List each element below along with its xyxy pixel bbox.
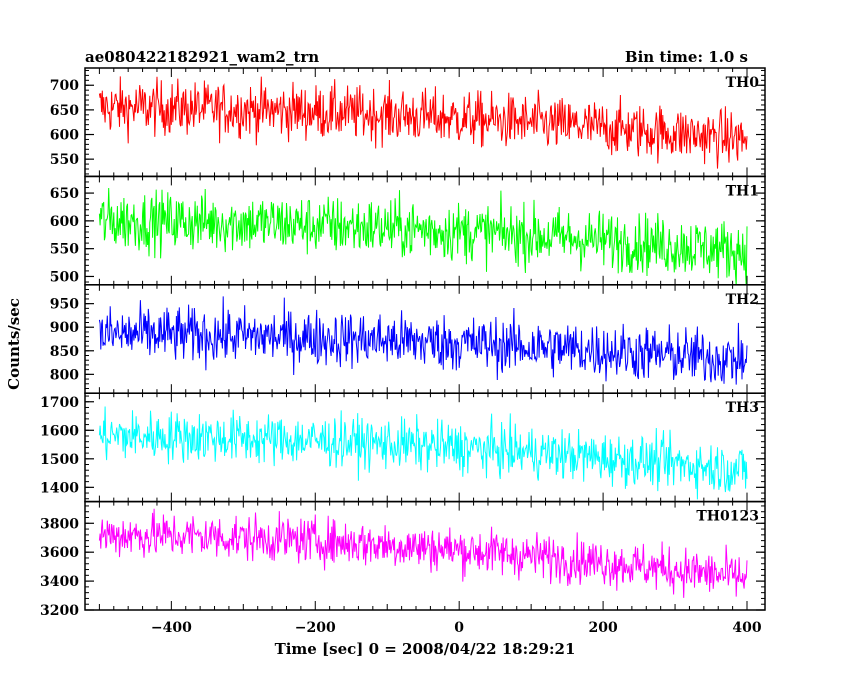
y-tick-label: 900 (50, 320, 79, 336)
panel-label-th1: TH1 (726, 183, 759, 199)
panel-frame (84, 500, 766, 611)
series-line-th3 (98, 406, 748, 500)
y-tick-label: 3600 (40, 545, 79, 561)
chart-title: ae080422182921_wam2_trn (85, 48, 319, 66)
x-tick-label: −400 (151, 620, 192, 636)
y-tick-label: 1500 (40, 452, 79, 468)
y-tick-label: 600 (50, 128, 79, 144)
panel-th0: 550 600 650 700 TH0 (50, 67, 766, 178)
y-tick-label: 500 (50, 269, 79, 285)
y-tick-label: 1400 (40, 480, 79, 496)
y-axis-title: Counts/sec (5, 298, 23, 390)
x-tick-label: −200 (295, 620, 336, 636)
panel-th2: 800 850 900 950 TH2 (50, 284, 766, 394)
y-tick-label: 650 (50, 103, 79, 119)
panel-frame (84, 392, 766, 503)
bin-time-label: Bin time: 1.0 s (625, 48, 748, 66)
y-tick-label: 3200 (40, 603, 79, 619)
series-line-th1 (98, 187, 748, 285)
x-axis: −400 −200 0 200 400 (151, 620, 762, 636)
series-line-th0123 (98, 508, 748, 598)
y-tick-label: 950 (50, 297, 79, 313)
y-tick-label: 1700 (40, 395, 79, 411)
series-line-th2 (98, 296, 748, 385)
y-tick-label: 800 (50, 367, 79, 383)
panel-th0123: 3200 3400 3600 3800 TH0123 (40, 500, 766, 619)
x-axis-title: Time [sec] 0 = 2008/04/22 18:29:21 (275, 640, 576, 658)
y-tick-label: 600 (50, 214, 79, 230)
panel-th1: 500 550 600 650 TH1 (50, 175, 766, 286)
series-line-th0 (98, 76, 748, 169)
y-tick-label: 650 (50, 186, 79, 202)
y-tick-label: 550 (50, 242, 79, 258)
y-tick-label: 550 (50, 152, 79, 168)
x-tick-label: 200 (588, 620, 617, 636)
y-tick-label: 850 (50, 344, 79, 360)
y-tick-label: 700 (50, 78, 79, 94)
x-tick-label: 0 (454, 620, 464, 636)
panel-label-th0: TH0 (726, 75, 760, 91)
panel-label-th2: TH2 (726, 292, 759, 308)
y-tick-label: 3800 (40, 516, 79, 532)
x-tick-label: 400 (732, 620, 761, 636)
y-tick-label: 1600 (40, 423, 79, 439)
y-tick-label: 3400 (40, 574, 79, 590)
panel-label-th3: TH3 (726, 400, 759, 416)
panels-group: 550 600 650 700 TH0 500 550 600 650 TH1 800 850 900 9… (40, 67, 766, 619)
panel-label-th0123: TH0123 (696, 509, 759, 525)
panel-th3: 1400 1500 1600 1700 TH3 (40, 392, 766, 503)
